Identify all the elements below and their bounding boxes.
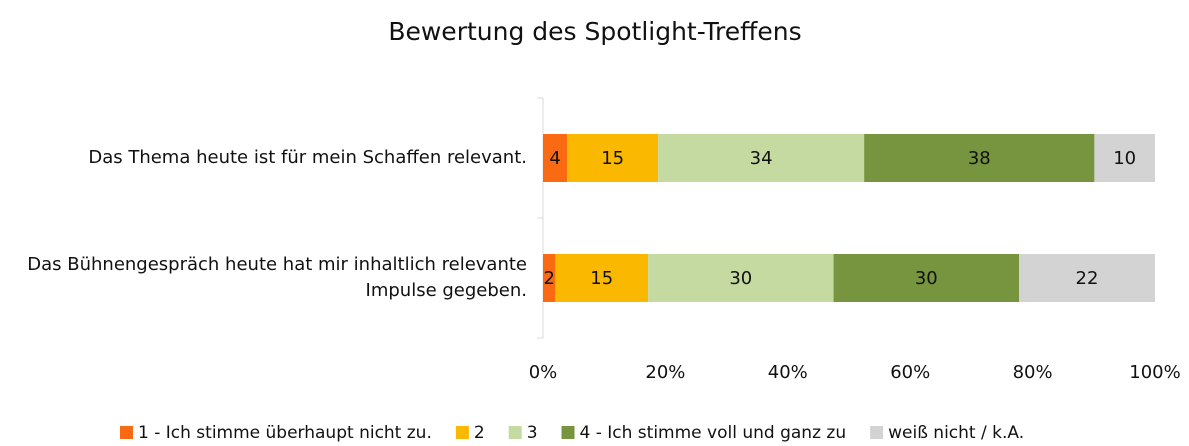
bar-segment: [1094, 134, 1155, 182]
legend-label: 4 - Ich stimme voll und ganz zu: [580, 423, 847, 443]
bar-segment: [658, 134, 865, 182]
category-label: Das Thema heute ist für mein Schaffen re…: [88, 147, 527, 168]
legend-label: 2: [474, 423, 485, 443]
data-label: 34: [750, 148, 773, 169]
x-tick-label: 60%: [890, 362, 930, 383]
x-tick-label: 100%: [1129, 362, 1180, 383]
legend-swatch: [870, 426, 884, 439]
data-label: 30: [729, 268, 752, 289]
legend-label: 3: [527, 423, 538, 443]
chart-title: Bewertung des Spotlight-Treffens: [388, 17, 801, 46]
bar-segment: [1019, 254, 1155, 302]
data-label: 38: [968, 148, 991, 169]
x-tick-label: 40%: [768, 362, 808, 383]
legend-swatch: [455, 426, 469, 439]
legend-swatch: [508, 426, 522, 439]
legend-label: weiß nicht / k.A.: [888, 423, 1024, 443]
x-tick-label: 0%: [529, 362, 558, 383]
bar-segment: [543, 134, 568, 182]
bar-segment: [555, 254, 649, 302]
data-label: 22: [1076, 268, 1099, 289]
data-label: 15: [590, 268, 613, 289]
bar-segment: [864, 134, 1095, 182]
bar-segment: [543, 254, 556, 302]
data-label: 15: [601, 148, 624, 169]
data-label: 4: [549, 148, 560, 169]
legend-swatch: [120, 426, 133, 439]
bar-segment: [833, 254, 1019, 302]
legend-swatch: [561, 426, 575, 439]
x-tick-label: 80%: [1013, 362, 1053, 383]
bar-segment: [648, 254, 834, 302]
data-label: 2: [543, 268, 554, 289]
category-label: Das Bühnengespräch heute hat mir inhaltl…: [27, 254, 527, 301]
data-label: 10: [1113, 148, 1136, 169]
data-label: 30: [915, 268, 938, 289]
bar-segment: [567, 134, 659, 182]
x-tick-label: 20%: [645, 362, 685, 383]
legend-label: 1 - Ich stimme überhaupt nicht zu.: [138, 423, 432, 443]
